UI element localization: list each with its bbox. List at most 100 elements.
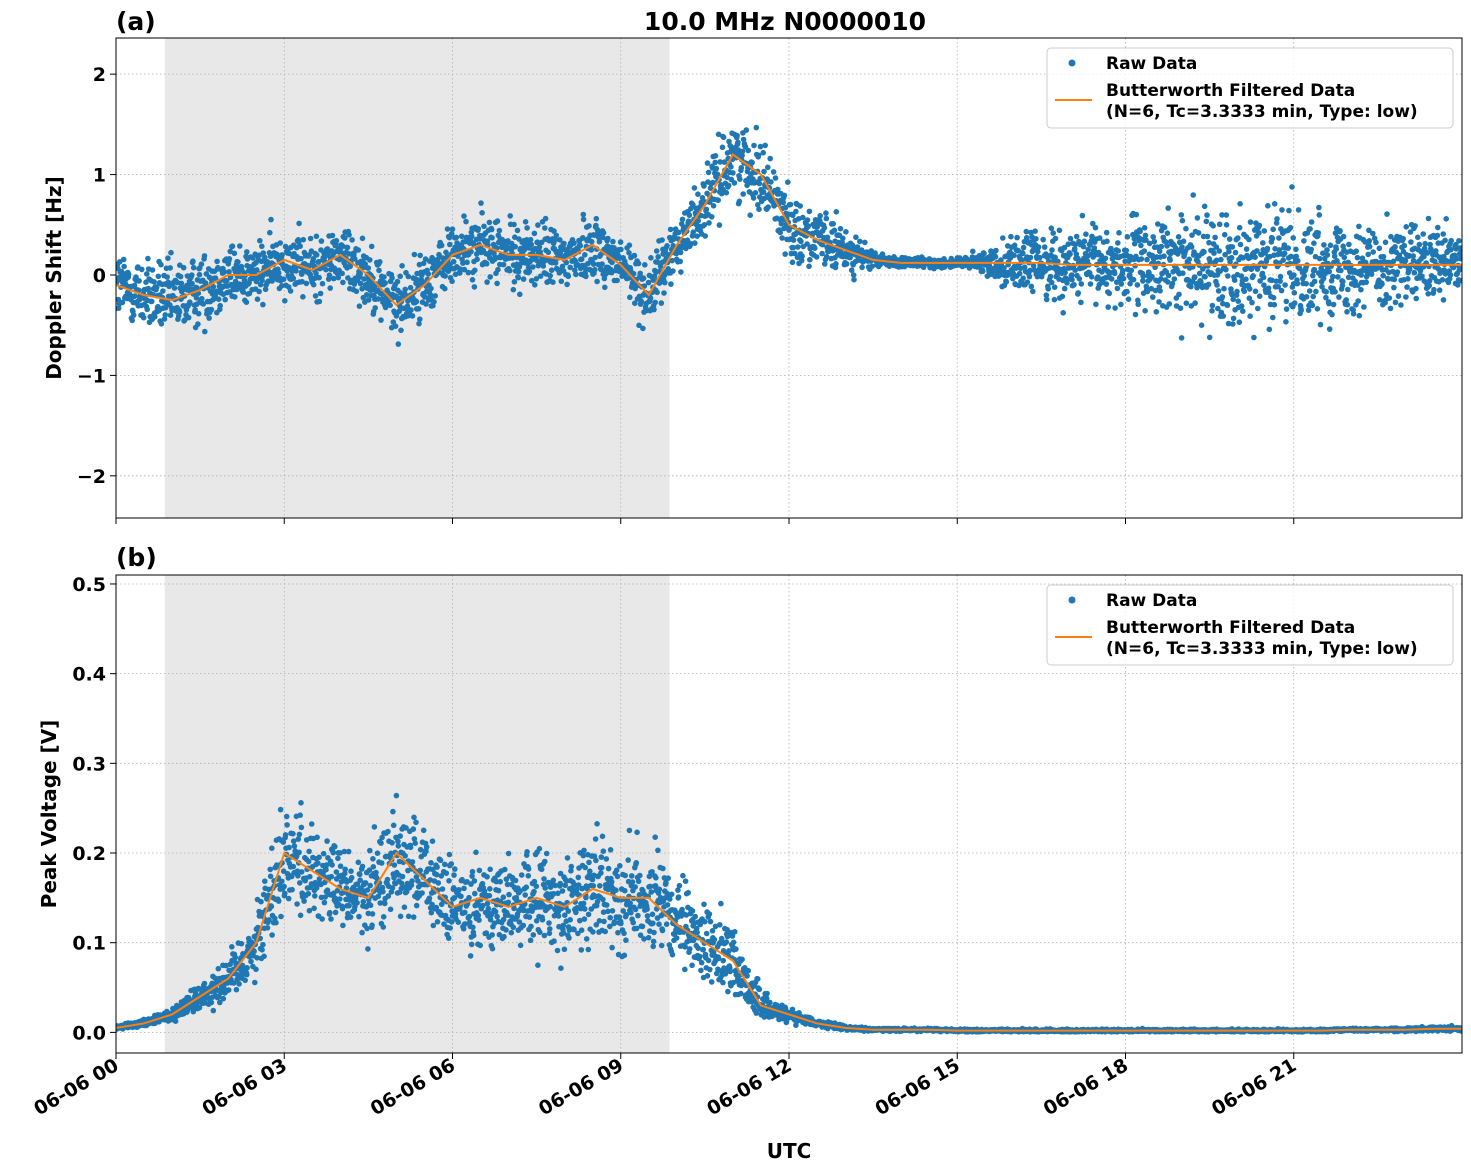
raw-data-point xyxy=(601,230,607,236)
raw-data-point xyxy=(1103,255,1109,261)
raw-data-point xyxy=(278,914,284,920)
raw-data-point xyxy=(1404,284,1410,290)
raw-data-point xyxy=(387,303,393,309)
raw-data-point xyxy=(524,849,530,855)
raw-data-point xyxy=(1074,234,1080,240)
raw-data-point xyxy=(1393,300,1399,306)
raw-data-point xyxy=(1317,212,1323,218)
raw-data-point xyxy=(1403,294,1409,300)
raw-data-point xyxy=(1188,284,1194,290)
raw-data-point xyxy=(139,267,145,273)
raw-data-point xyxy=(695,191,701,197)
raw-data-point xyxy=(1183,226,1189,232)
raw-data-point xyxy=(121,264,127,270)
raw-data-point xyxy=(445,226,451,232)
raw-data-point xyxy=(1344,309,1350,315)
raw-data-point xyxy=(292,843,298,849)
raw-data-point xyxy=(1435,225,1441,231)
raw-data-point xyxy=(1201,249,1207,255)
raw-data-point xyxy=(356,247,362,253)
raw-data-point xyxy=(1343,297,1349,303)
raw-data-point xyxy=(323,867,329,873)
raw-data-point xyxy=(232,955,238,961)
raw-data-point xyxy=(1256,230,1262,236)
raw-data-point xyxy=(1367,238,1373,244)
raw-data-point xyxy=(1295,281,1301,287)
raw-data-point xyxy=(601,848,607,854)
raw-data-point xyxy=(428,286,434,292)
raw-data-point xyxy=(715,197,721,203)
raw-data-point xyxy=(1315,230,1321,236)
raw-data-point xyxy=(217,303,223,309)
raw-data-point xyxy=(701,183,707,189)
raw-data-point xyxy=(151,279,157,285)
raw-data-point xyxy=(1458,278,1464,284)
raw-data-point xyxy=(244,965,250,971)
raw-data-point xyxy=(526,866,532,872)
raw-data-point xyxy=(377,259,383,265)
raw-data-point xyxy=(1217,222,1223,228)
raw-data-point xyxy=(615,874,621,880)
raw-data-point xyxy=(1310,294,1316,300)
raw-data-point xyxy=(393,323,399,329)
raw-data-point xyxy=(156,274,162,280)
raw-data-point xyxy=(339,271,345,277)
raw-data-point xyxy=(1052,284,1058,290)
raw-data-point xyxy=(476,226,482,232)
raw-data-point xyxy=(1165,205,1171,211)
raw-data-point xyxy=(1135,302,1141,308)
raw-data-point xyxy=(1187,257,1193,263)
raw-data-point xyxy=(152,314,158,320)
raw-data-point xyxy=(484,261,490,267)
raw-data-point xyxy=(446,878,452,884)
raw-data-point xyxy=(1125,234,1131,240)
raw-data-point xyxy=(1083,231,1089,237)
raw-data-point xyxy=(1205,234,1211,240)
raw-data-point xyxy=(1028,255,1034,261)
raw-data-point xyxy=(202,981,208,987)
raw-data-point xyxy=(599,854,605,860)
raw-data-point xyxy=(823,210,829,216)
raw-data-point xyxy=(1139,256,1145,262)
raw-data-point xyxy=(1134,212,1140,218)
raw-data-point xyxy=(1052,297,1058,303)
raw-data-point xyxy=(1458,249,1464,255)
raw-data-point xyxy=(258,899,264,905)
raw-data-point xyxy=(1093,302,1099,308)
raw-data-point xyxy=(618,921,624,927)
raw-data-point xyxy=(449,279,455,285)
raw-data-point xyxy=(528,938,534,944)
raw-data-point xyxy=(506,851,512,857)
raw-data-point xyxy=(551,938,557,944)
raw-data-point xyxy=(1235,298,1241,304)
raw-data-point xyxy=(487,867,493,873)
raw-data-point xyxy=(532,231,538,237)
raw-data-point xyxy=(668,281,674,287)
raw-data-point xyxy=(1381,254,1387,260)
raw-data-point xyxy=(187,299,193,305)
raw-data-point xyxy=(790,260,796,266)
raw-data-point xyxy=(553,260,559,266)
raw-data-point xyxy=(432,293,438,299)
raw-data-point xyxy=(593,858,599,864)
raw-data-point xyxy=(844,261,850,267)
raw-data-point xyxy=(449,861,455,867)
raw-data-point xyxy=(442,286,448,292)
raw-data-point xyxy=(1222,232,1228,238)
raw-data-point xyxy=(291,276,297,282)
raw-data-point xyxy=(329,862,335,868)
raw-data-point xyxy=(600,834,606,840)
raw-data-point xyxy=(309,821,315,827)
raw-data-point xyxy=(1243,276,1249,282)
raw-data-point xyxy=(1014,235,1020,241)
raw-data-point xyxy=(402,853,408,859)
raw-data-point xyxy=(1326,301,1332,307)
raw-data-point xyxy=(338,863,344,869)
raw-data-point xyxy=(1050,230,1056,236)
raw-data-point xyxy=(1303,281,1309,287)
raw-data-point xyxy=(1310,303,1316,309)
raw-data-point xyxy=(744,127,750,133)
raw-data-point xyxy=(1062,286,1068,292)
raw-data-point xyxy=(165,255,171,261)
raw-data-point xyxy=(349,237,355,243)
